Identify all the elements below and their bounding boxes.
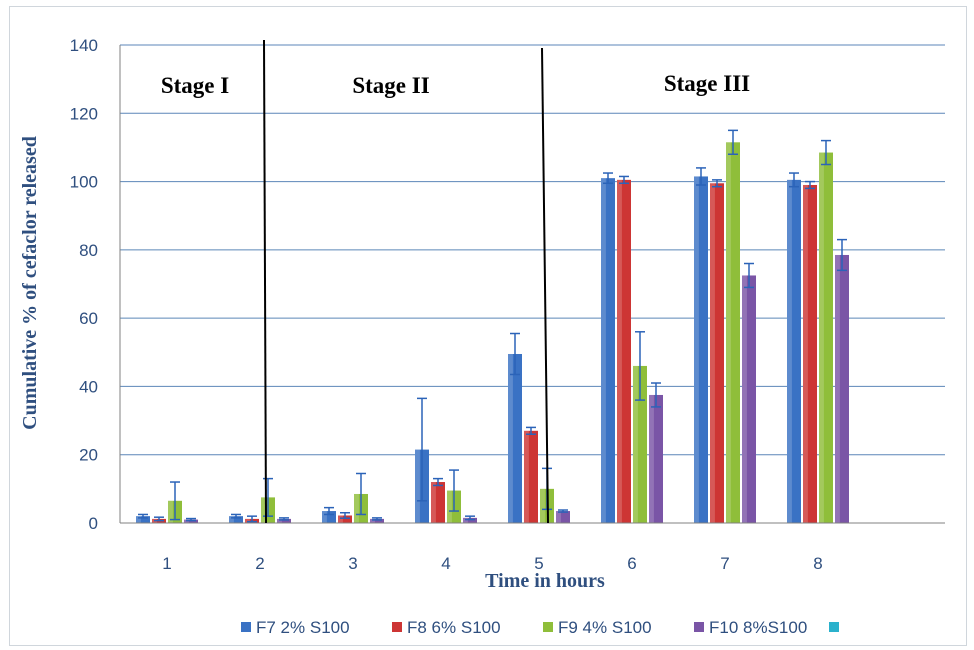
bar-highlight <box>803 184 808 523</box>
bar-highlight <box>787 179 792 523</box>
bar-highlight <box>431 482 436 523</box>
y-axis-ticks: 0 20 40 60 80 100 120 140 <box>70 36 98 533</box>
y-tick-label: 20 <box>79 446 98 465</box>
bar <box>338 515 352 523</box>
legend-swatch <box>392 622 402 632</box>
bar-highlight <box>322 511 327 523</box>
axes <box>119 45 945 524</box>
y-tick-label: 40 <box>79 377 98 396</box>
bar-highlight <box>601 178 606 523</box>
bar <box>322 511 336 523</box>
bar-highlight <box>447 490 452 523</box>
legend-label: F9 4% S100 <box>558 618 652 637</box>
bar <box>601 178 615 523</box>
x-axis-ticks: 1 2 3 4 5 6 7 8 <box>162 554 822 573</box>
stage-labels: Stage I Stage II Stage III <box>161 71 750 98</box>
bar-highlight <box>556 511 561 523</box>
legend-label: F8 6% S100 <box>407 618 501 637</box>
bar-highlight <box>524 430 529 523</box>
x-axis-title: Time in hours <box>485 570 605 592</box>
y-tick-label: 80 <box>79 241 98 260</box>
y-tick-label: 60 <box>79 309 98 328</box>
bar <box>277 518 291 523</box>
bar <box>508 353 522 523</box>
legend-swatch <box>829 622 839 632</box>
y-tick-label: 120 <box>70 104 98 123</box>
y-tick-label: 0 <box>89 514 98 533</box>
bar-highlight <box>229 516 234 523</box>
bar <box>787 179 801 523</box>
bar <box>136 516 150 523</box>
legend-label: F7 2% S100 <box>256 618 350 637</box>
bar-highlight <box>835 254 840 523</box>
bar-highlight <box>168 500 173 523</box>
legend-swatch <box>241 622 251 632</box>
bar-highlight <box>415 449 420 523</box>
bar <box>431 482 445 523</box>
bar-highlight <box>540 488 545 523</box>
x-tick-label: 1 <box>162 554 171 573</box>
bar <box>370 518 384 523</box>
bar <box>556 511 570 523</box>
bar <box>463 517 477 523</box>
bar <box>524 430 538 523</box>
bar-highlight <box>508 353 513 523</box>
bar-highlight <box>277 518 282 523</box>
stage-divider <box>263 39 267 524</box>
stage-label: Stage III <box>664 71 750 96</box>
bar-highlight <box>354 493 359 523</box>
bar <box>835 254 849 523</box>
bar-highlight <box>338 515 343 523</box>
bars <box>136 142 849 524</box>
bar <box>819 152 833 524</box>
bar-highlight <box>742 275 747 523</box>
bar-highlight <box>819 152 824 524</box>
bar <box>649 394 663 523</box>
bar <box>742 275 756 523</box>
stage-label: Stage I <box>161 73 229 98</box>
bar <box>229 516 243 523</box>
bar-highlight <box>617 179 622 523</box>
error-bars <box>138 129 847 523</box>
x-tick-label: 7 <box>720 554 729 573</box>
legend-label: F10 8%S100 <box>709 618 807 637</box>
stage-divider <box>541 47 549 524</box>
bar-highlight <box>694 176 699 523</box>
bar-highlight <box>710 183 715 523</box>
bar-highlight <box>726 142 731 524</box>
bar-highlight <box>370 518 375 523</box>
bar-highlight <box>463 517 468 523</box>
x-tick-label: 6 <box>627 554 636 573</box>
bar <box>803 184 817 523</box>
bar <box>726 142 740 524</box>
y-tick-label: 140 <box>70 36 98 55</box>
stage-dividers <box>263 39 549 524</box>
x-tick-label: 8 <box>813 554 822 573</box>
bar <box>633 365 647 523</box>
bar-highlight <box>649 394 654 523</box>
bar <box>617 179 631 523</box>
legend-swatch <box>543 622 553 632</box>
bar-highlight <box>633 365 638 523</box>
bar-highlight <box>136 516 141 523</box>
legend: F7 2% S100 F8 6% S100 F9 4% S100 F10 8%S100 <box>241 618 839 637</box>
x-tick-label: 5 <box>534 554 543 573</box>
x-tick-label: 4 <box>441 554 450 573</box>
legend-swatch <box>694 622 704 632</box>
stage-label: Stage II <box>352 73 429 98</box>
bar <box>694 176 708 523</box>
x-tick-label: 2 <box>255 554 264 573</box>
bar-highlight <box>261 497 266 523</box>
bar <box>710 183 724 523</box>
y-tick-label: 100 <box>70 173 98 192</box>
x-tick-label: 3 <box>348 554 357 573</box>
y-axis-title: Cumulative % of cefaclor released <box>19 136 41 430</box>
